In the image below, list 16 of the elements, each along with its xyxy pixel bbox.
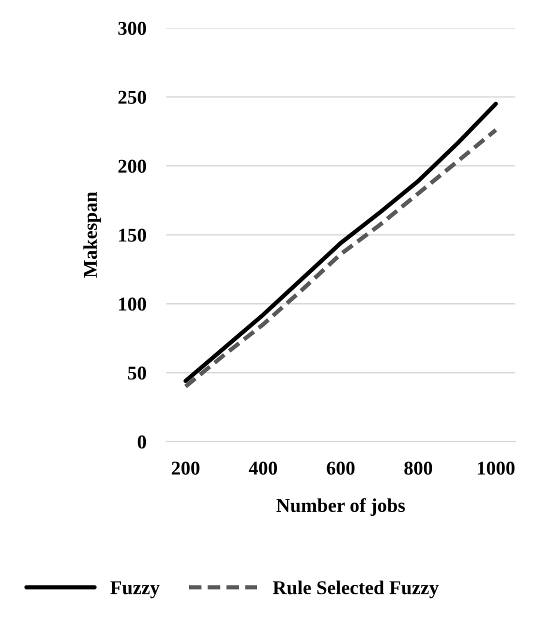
- y-tick-label: 250: [118, 90, 146, 104]
- x-tick-label: 600: [326, 462, 355, 475]
- y-tick-label: 50: [128, 366, 146, 380]
- x-tick-label: 200: [172, 462, 200, 475]
- y-tick-label: 150: [119, 228, 146, 242]
- x-tick-label: 800: [404, 462, 432, 475]
- y-axis-title: Makespan: [83, 192, 101, 278]
- y-tick-label: 100: [119, 298, 146, 311]
- x-tick-label: 1000: [478, 462, 515, 475]
- legend-label: Fuzzy: [110, 581, 160, 598]
- x-axis-title: Number of jobs: [276, 498, 405, 516]
- x-tick-label: 400: [248, 462, 277, 475]
- y-tick-label: 0: [138, 435, 146, 449]
- y-tick-label: 300: [118, 22, 146, 35]
- legend-label: Rule Selected Fuzzy: [272, 580, 439, 598]
- y-tick-label: 200: [118, 160, 146, 173]
